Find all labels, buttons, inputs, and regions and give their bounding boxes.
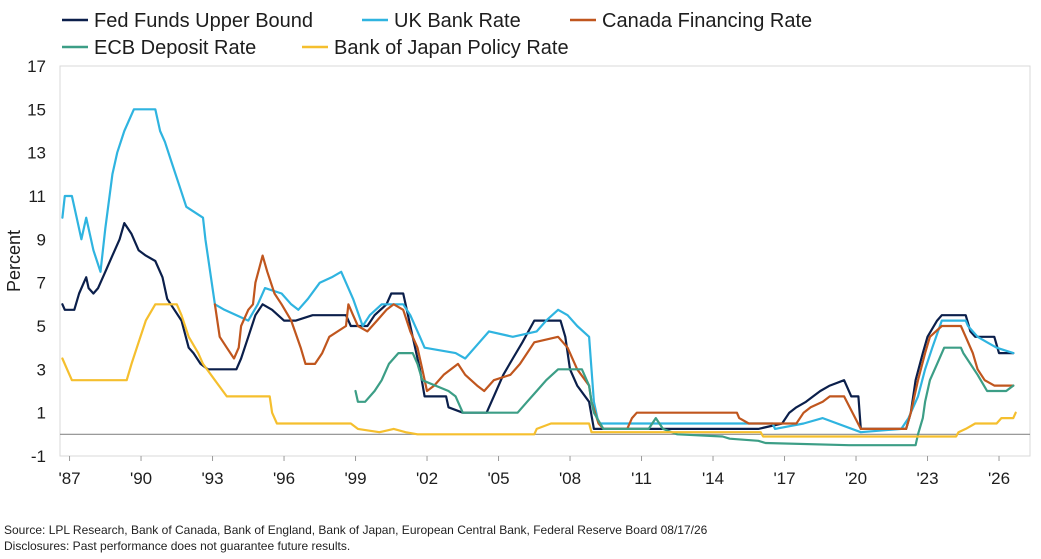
plot-frame (59, 65, 1031, 457)
x-tick-label: '23 (916, 469, 938, 488)
y-tick-label: 17 (27, 57, 46, 76)
x-tick-label: '26 (988, 469, 1010, 488)
legend-label-canada-financing-rate: Canada Financing Rate (602, 10, 812, 32)
legend-label-bank-of-japan-policy-rate: Bank of Japan Policy Rate (334, 37, 569, 59)
x-tick-label: '05 (487, 469, 509, 488)
x-tick-label: '08 (559, 469, 581, 488)
source-note: Source: LPL Research, Bank of Canada, Ba… (4, 523, 708, 537)
legend-label-uk-bank-rate: UK Bank Rate (394, 10, 521, 32)
y-tick-label: 9 (37, 230, 46, 249)
x-tick-label: '90 (130, 469, 152, 488)
y-tick-label: 7 (37, 274, 46, 293)
x-tick-label: '14 (702, 469, 724, 488)
x-tick-label: '93 (201, 469, 223, 488)
y-tick-label: 11 (28, 187, 46, 206)
x-tick-label: '87 (58, 469, 80, 488)
legend-label-ecb-deposit-rate: ECB Deposit Rate (94, 37, 256, 59)
x-tick-label: '20 (845, 469, 867, 488)
y-tick-label: 5 (37, 317, 46, 336)
x-tick-label: '99 (344, 469, 366, 488)
y-tick-label: 1 (37, 404, 46, 423)
series-line-canada-financing-rate (213, 254, 1015, 430)
y-tick-label: 3 (37, 360, 46, 379)
series-line-fed-funds-upper-bound (61, 222, 1015, 430)
y-tick-label: -1 (31, 447, 46, 466)
x-tick-label: '17 (773, 469, 795, 488)
series-line-ecb-deposit-rate (354, 346, 1015, 447)
x-tick-label: '11 (631, 469, 652, 488)
x-tick-label: '96 (273, 469, 295, 488)
disclosure-note: Disclosures: Past performance does not g… (4, 539, 351, 553)
y-axis-label: Percent (4, 230, 24, 292)
y-tick-label: 15 (27, 100, 46, 119)
series-line-uk-bank-rate (61, 108, 1015, 434)
legend-label-fed-funds-upper-bound: Fed Funds Upper Bound (94, 10, 313, 32)
series-line-bank-of-japan-policy-rate (61, 303, 1017, 438)
y-tick-label: 13 (27, 144, 46, 163)
x-tick-label: '02 (416, 469, 438, 488)
